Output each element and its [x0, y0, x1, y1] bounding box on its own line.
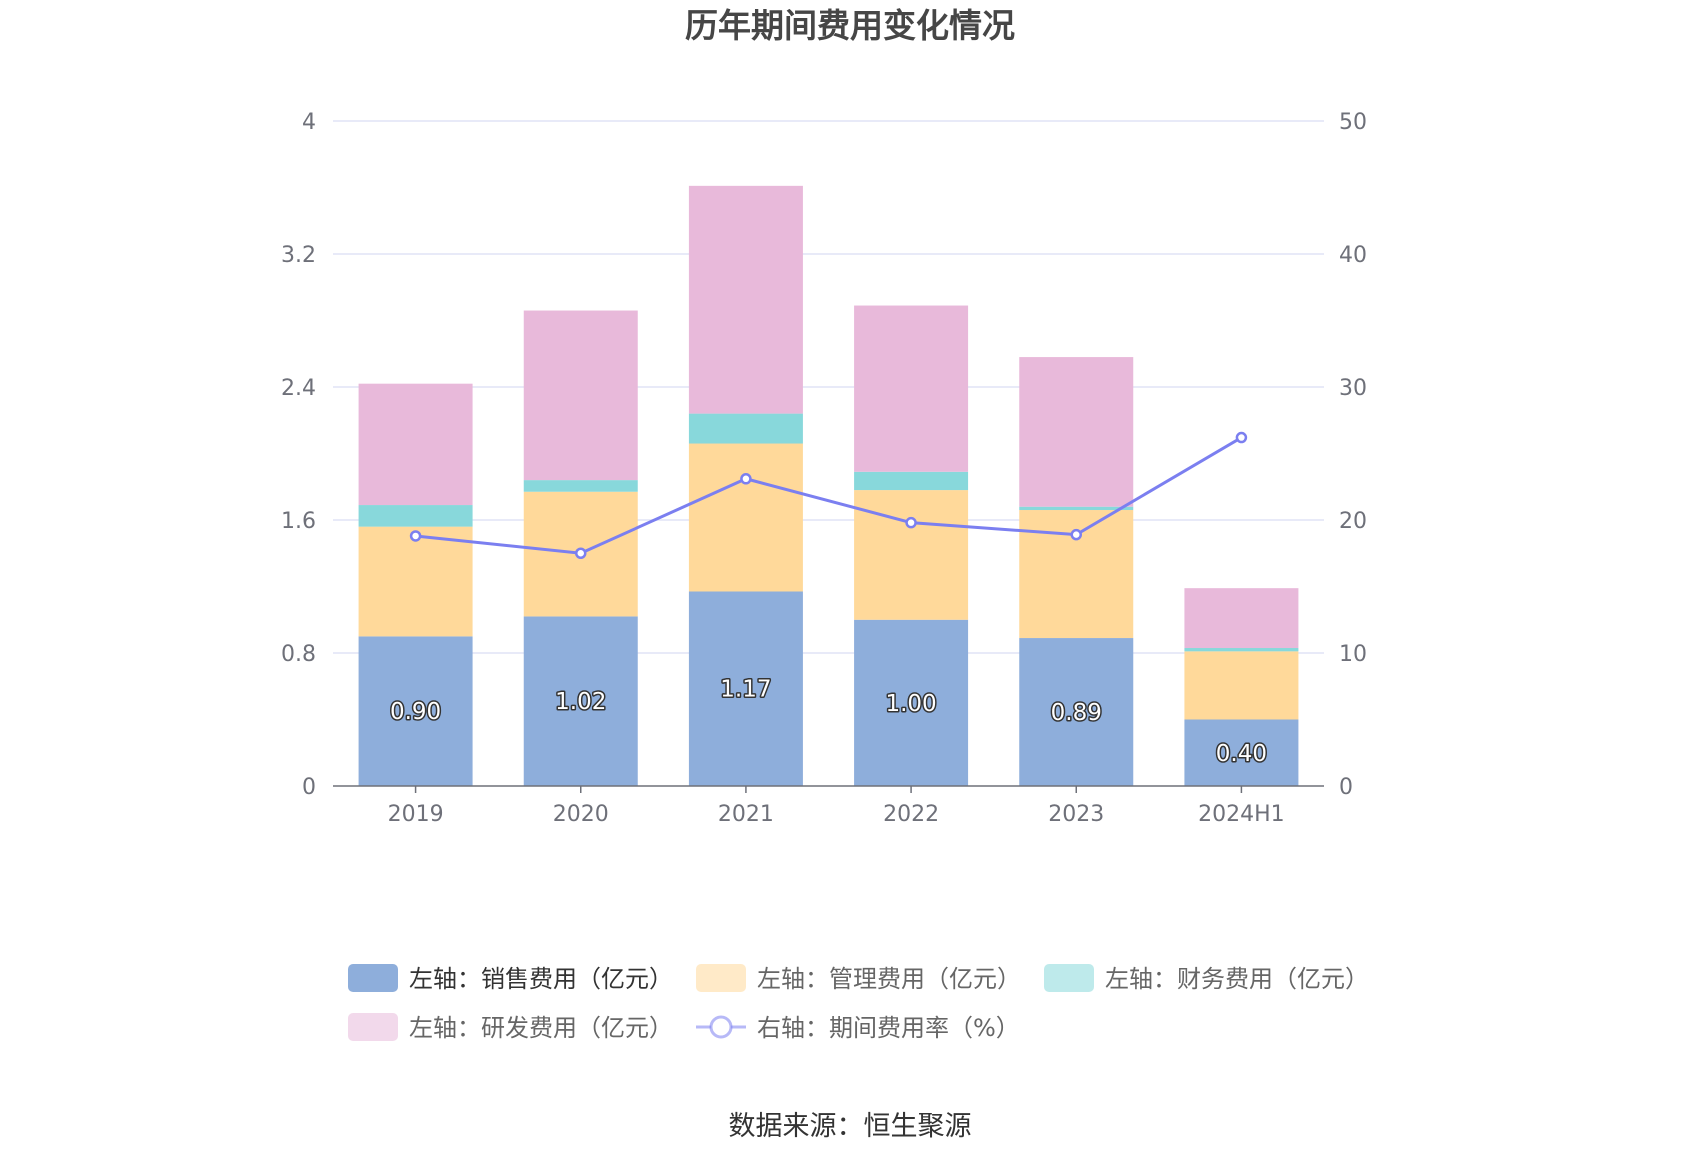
- legend-item-2[interactable]: 左轴：财务费用（亿元）: [1044, 964, 1369, 993]
- rate-point: [740, 473, 752, 485]
- legend-item-3[interactable]: 左轴：研发费用（亿元）: [348, 1013, 673, 1042]
- right-tick-label: 0: [1339, 775, 1353, 800]
- bar-value-label: 0.89: [1051, 700, 1102, 726]
- legend-label: 左轴：销售费用（亿元）: [409, 965, 673, 993]
- bar-sales-2020: [523, 616, 638, 786]
- bar-finance-2020: [523, 480, 638, 492]
- bar-sales-2023: [1019, 638, 1134, 786]
- left-tick-label: 0.8: [281, 642, 316, 667]
- legend-label: 左轴：财务费用（亿元）: [1105, 965, 1369, 993]
- rate-line-path: [415, 436, 1243, 555]
- right-tick-label: 30: [1339, 376, 1367, 401]
- rate-point: [409, 530, 422, 542]
- rate-point: [1235, 431, 1248, 444]
- bar-sales-2019: [358, 636, 473, 786]
- bar-finance-2022: [854, 471, 969, 491]
- right-tick-label: 40: [1339, 243, 1367, 268]
- left-axis-ticks: 0 0.8 1.6 2.4 3.2 4: [281, 110, 316, 800]
- rate-point: [575, 547, 587, 559]
- bar-sales-2021: [688, 591, 803, 786]
- left-tick-label: 3.2: [281, 243, 316, 268]
- right-axis-ticks: 0 10 20 30 40 50: [1339, 110, 1367, 800]
- bar-sales-2024H1: [1184, 719, 1299, 786]
- left-tick-label: 2.4: [281, 376, 316, 401]
- bar-rnd-2024H1: [1184, 588, 1299, 649]
- bar-finance-2023: [1019, 506, 1134, 511]
- x-tick-label: 2020: [553, 802, 609, 827]
- bar-finance-2021: [688, 413, 803, 444]
- bar-rnd-2022: [854, 305, 969, 472]
- bar-finance-2024H1: [1184, 648, 1299, 652]
- bar-admin-2024H1: [1184, 651, 1299, 720]
- rate-point: [905, 516, 917, 529]
- rate-line: [409, 431, 1248, 559]
- legend-label: 左轴：管理费用（亿元）: [757, 965, 1021, 993]
- legend-swatch: [348, 964, 398, 992]
- rate-point: [1070, 528, 1082, 541]
- legend[interactable]: 左轴：销售费用（亿元） 左轴：管理费用（亿元） 左轴：财务费用（亿元） 左轴：研发费用…: [348, 964, 1369, 1042]
- left-tick-label: 4: [302, 110, 316, 135]
- legend-item-0[interactable]: 左轴：销售费用（亿元）: [348, 964, 673, 993]
- bar-value-label: 0.90: [390, 699, 441, 725]
- x-tick-label: 2022: [883, 802, 939, 827]
- source-note: 数据来源：恒生聚源: [729, 1111, 972, 1142]
- legend-swatch: [348, 1013, 398, 1041]
- bar-value-label: 1.17: [720, 677, 771, 703]
- grid-lines: [333, 120, 1324, 654]
- bar-rnd-2021: [688, 185, 803, 414]
- bar-rnd-2023: [1019, 357, 1134, 507]
- legend-item-1[interactable]: 左轴：管理费用（亿元）: [696, 964, 1021, 993]
- legend-label: 左轴：研发费用（亿元）: [409, 1014, 673, 1042]
- bar-admin-2022: [854, 490, 969, 620]
- bar-finance-2019: [358, 505, 473, 527]
- bar-admin-2021: [688, 443, 803, 592]
- x-tick-label: 2024H1: [1198, 802, 1285, 827]
- bar-value-label: 1.00: [885, 691, 936, 717]
- legend-swatch: [1044, 964, 1094, 992]
- legend-swatch: [696, 964, 746, 992]
- bar-rnd-2020: [523, 310, 638, 481]
- bar-sales-2022: [854, 619, 969, 786]
- legend-label: 右轴：期间费用率（%）: [757, 1014, 1020, 1042]
- x-tick-label: 2021: [718, 802, 774, 827]
- legend-item-4[interactable]: 右轴：期间费用率（%）: [696, 1014, 1020, 1042]
- bar-value-label: 1.02: [555, 689, 606, 715]
- bar-value-label: 0.40: [1216, 741, 1267, 767]
- right-tick-label: 50: [1339, 110, 1367, 135]
- left-tick-label: 1.6: [281, 509, 316, 534]
- x-tick-label: 2023: [1048, 802, 1104, 827]
- x-axis: 2019 2020 2021 2022 2023 2024H1: [333, 785, 1324, 827]
- bar-rnd-2019: [358, 383, 473, 506]
- x-tick-label: 2019: [388, 802, 444, 827]
- left-tick-label: 0: [302, 775, 316, 800]
- right-tick-label: 20: [1339, 509, 1367, 534]
- bar-labels: 0.90 1.02 1.17 1.00 0.89 0.40: [388, 675, 1268, 768]
- bar-admin-2019: [358, 526, 473, 637]
- bars: [358, 185, 1299, 786]
- legend-marker: [709, 1015, 733, 1039]
- chart-title: 历年期间费用变化情况: [685, 6, 1015, 45]
- right-tick-label: 10: [1339, 642, 1367, 667]
